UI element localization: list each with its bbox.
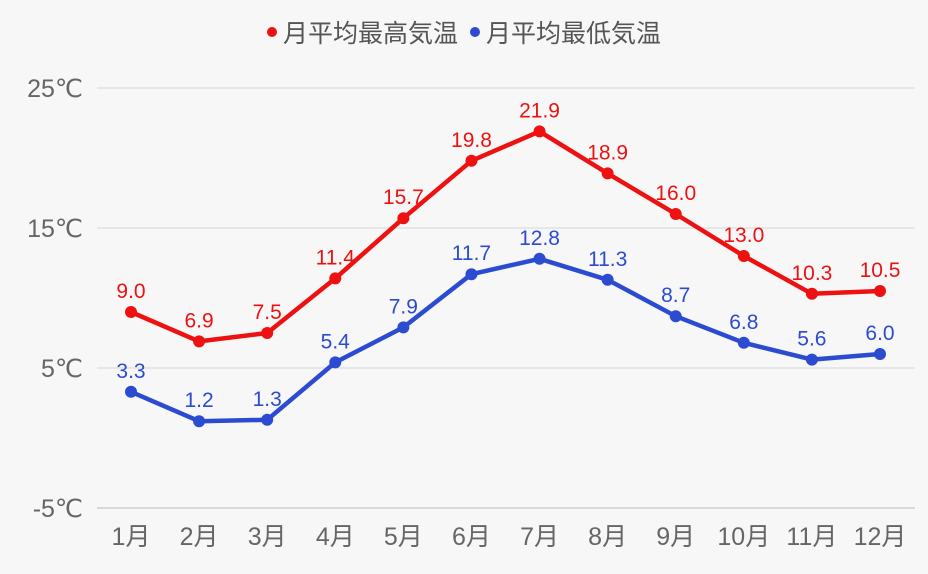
data-label: 13.0 bbox=[723, 224, 764, 247]
data-point[interactable] bbox=[193, 415, 206, 428]
data-label: 19.8 bbox=[451, 129, 492, 152]
series-line bbox=[130, 256, 881, 424]
data-label: 6.0 bbox=[865, 322, 894, 345]
data-point[interactable] bbox=[601, 167, 614, 180]
legend-item-max-temp[interactable]: 月平均最高気温 bbox=[267, 14, 458, 50]
data-label: 18.9 bbox=[587, 141, 628, 164]
legend-marker-blue bbox=[469, 27, 480, 37]
legend-marker-red bbox=[267, 27, 277, 37]
x-tick-label: 1月 bbox=[112, 523, 151, 551]
series-min-temp: 3.3 1.2 1.3 5.4 7.9 11.7 12.8 11.3 8.7 6.8 5.6 6.0 bbox=[116, 227, 895, 428]
x-tick-label: 5月 bbox=[384, 523, 423, 551]
data-label: 3.3 bbox=[116, 360, 145, 383]
data-label: 10.3 bbox=[791, 262, 832, 285]
gridlines bbox=[97, 87, 915, 509]
x-tick-label: 11月 bbox=[786, 523, 837, 551]
data-point[interactable] bbox=[533, 125, 546, 138]
data-label: 7.9 bbox=[389, 295, 418, 318]
data-series: 9.0 6.9 7.5 11.4 15.7 19.8 21.9 18.9 16.0 13.0 10.… bbox=[116, 99, 901, 428]
x-tick-label: 4月 bbox=[316, 523, 355, 551]
x-tick-label: 12月 bbox=[854, 523, 907, 551]
x-tick-label: 6月 bbox=[452, 523, 491, 551]
data-point[interactable] bbox=[874, 285, 886, 297]
data-label: 11.4 bbox=[316, 246, 356, 269]
data-point[interactable] bbox=[261, 327, 274, 339]
data-point[interactable] bbox=[125, 306, 137, 318]
data-point[interactable] bbox=[465, 268, 478, 281]
y-tick-label: 15℃ bbox=[27, 215, 83, 243]
y-axis-labels: 25℃ 15℃ 5℃ -5℃ bbox=[27, 75, 83, 523]
data-label: 5.4 bbox=[321, 330, 351, 353]
legend-label: 月平均最低気温 bbox=[485, 19, 661, 48]
data-label: 12.8 bbox=[519, 227, 560, 250]
x-axis-labels: 1月 2月 3月 4月 5月 6月 7月 8月 9月 10月 11月 12月 bbox=[112, 523, 907, 551]
y-tick-label: 25℃ bbox=[27, 75, 83, 103]
data-label: 15.7 bbox=[383, 186, 424, 209]
x-tick-label: 2月 bbox=[180, 523, 219, 551]
x-tick-label: 7月 bbox=[520, 523, 559, 551]
chart-legend: 月平均最高気温 月平均最低気温 bbox=[0, 14, 928, 50]
data-label: 16.0 bbox=[655, 182, 696, 205]
data-point[interactable] bbox=[465, 154, 478, 167]
data-label: 11.3 bbox=[588, 248, 627, 271]
data-point[interactable] bbox=[193, 335, 206, 348]
legend-label: 月平均最高気温 bbox=[283, 19, 459, 48]
data-label: 1.2 bbox=[184, 389, 213, 412]
data-point[interactable] bbox=[125, 385, 137, 398]
data-label: 8.7 bbox=[661, 284, 690, 307]
data-point[interactable] bbox=[533, 252, 546, 265]
data-point[interactable] bbox=[397, 321, 410, 334]
data-label: 7.5 bbox=[253, 301, 282, 324]
y-tick-label: 5℃ bbox=[41, 355, 83, 383]
data-point[interactable] bbox=[805, 353, 818, 366]
legend-item-min-temp[interactable]: 月平均最低気温 bbox=[469, 14, 661, 50]
data-label: 5.6 bbox=[797, 328, 826, 351]
data-point[interactable] bbox=[329, 356, 342, 369]
data-label: 1.3 bbox=[253, 388, 282, 411]
x-tick-label: 9月 bbox=[656, 523, 695, 551]
data-point[interactable] bbox=[397, 212, 410, 225]
data-label: 9.0 bbox=[116, 280, 145, 303]
data-point[interactable] bbox=[737, 336, 750, 349]
data-point[interactable] bbox=[669, 208, 682, 220]
data-point[interactable] bbox=[737, 250, 750, 262]
series-line bbox=[130, 129, 881, 344]
data-point[interactable] bbox=[874, 348, 886, 360]
y-tick-label: -5℃ bbox=[33, 495, 83, 523]
x-tick-label: 10月 bbox=[717, 523, 770, 551]
x-tick-label: 8月 bbox=[588, 523, 627, 551]
data-point[interactable] bbox=[601, 273, 614, 286]
data-point[interactable] bbox=[669, 310, 682, 323]
data-label: 11.7 bbox=[452, 242, 491, 265]
data-label: 6.9 bbox=[184, 309, 213, 332]
data-point[interactable] bbox=[329, 272, 342, 285]
data-label: 6.8 bbox=[729, 311, 758, 334]
data-label: 10.5 bbox=[860, 259, 901, 282]
x-tick-label: 3月 bbox=[248, 523, 287, 551]
data-point[interactable] bbox=[261, 413, 274, 426]
data-label: 21.9 bbox=[519, 99, 560, 122]
data-point[interactable] bbox=[805, 287, 818, 300]
series-max-temp: 9.0 6.9 7.5 11.4 15.7 19.8 21.9 18.9 16.0 13.0 10.… bbox=[116, 99, 901, 348]
